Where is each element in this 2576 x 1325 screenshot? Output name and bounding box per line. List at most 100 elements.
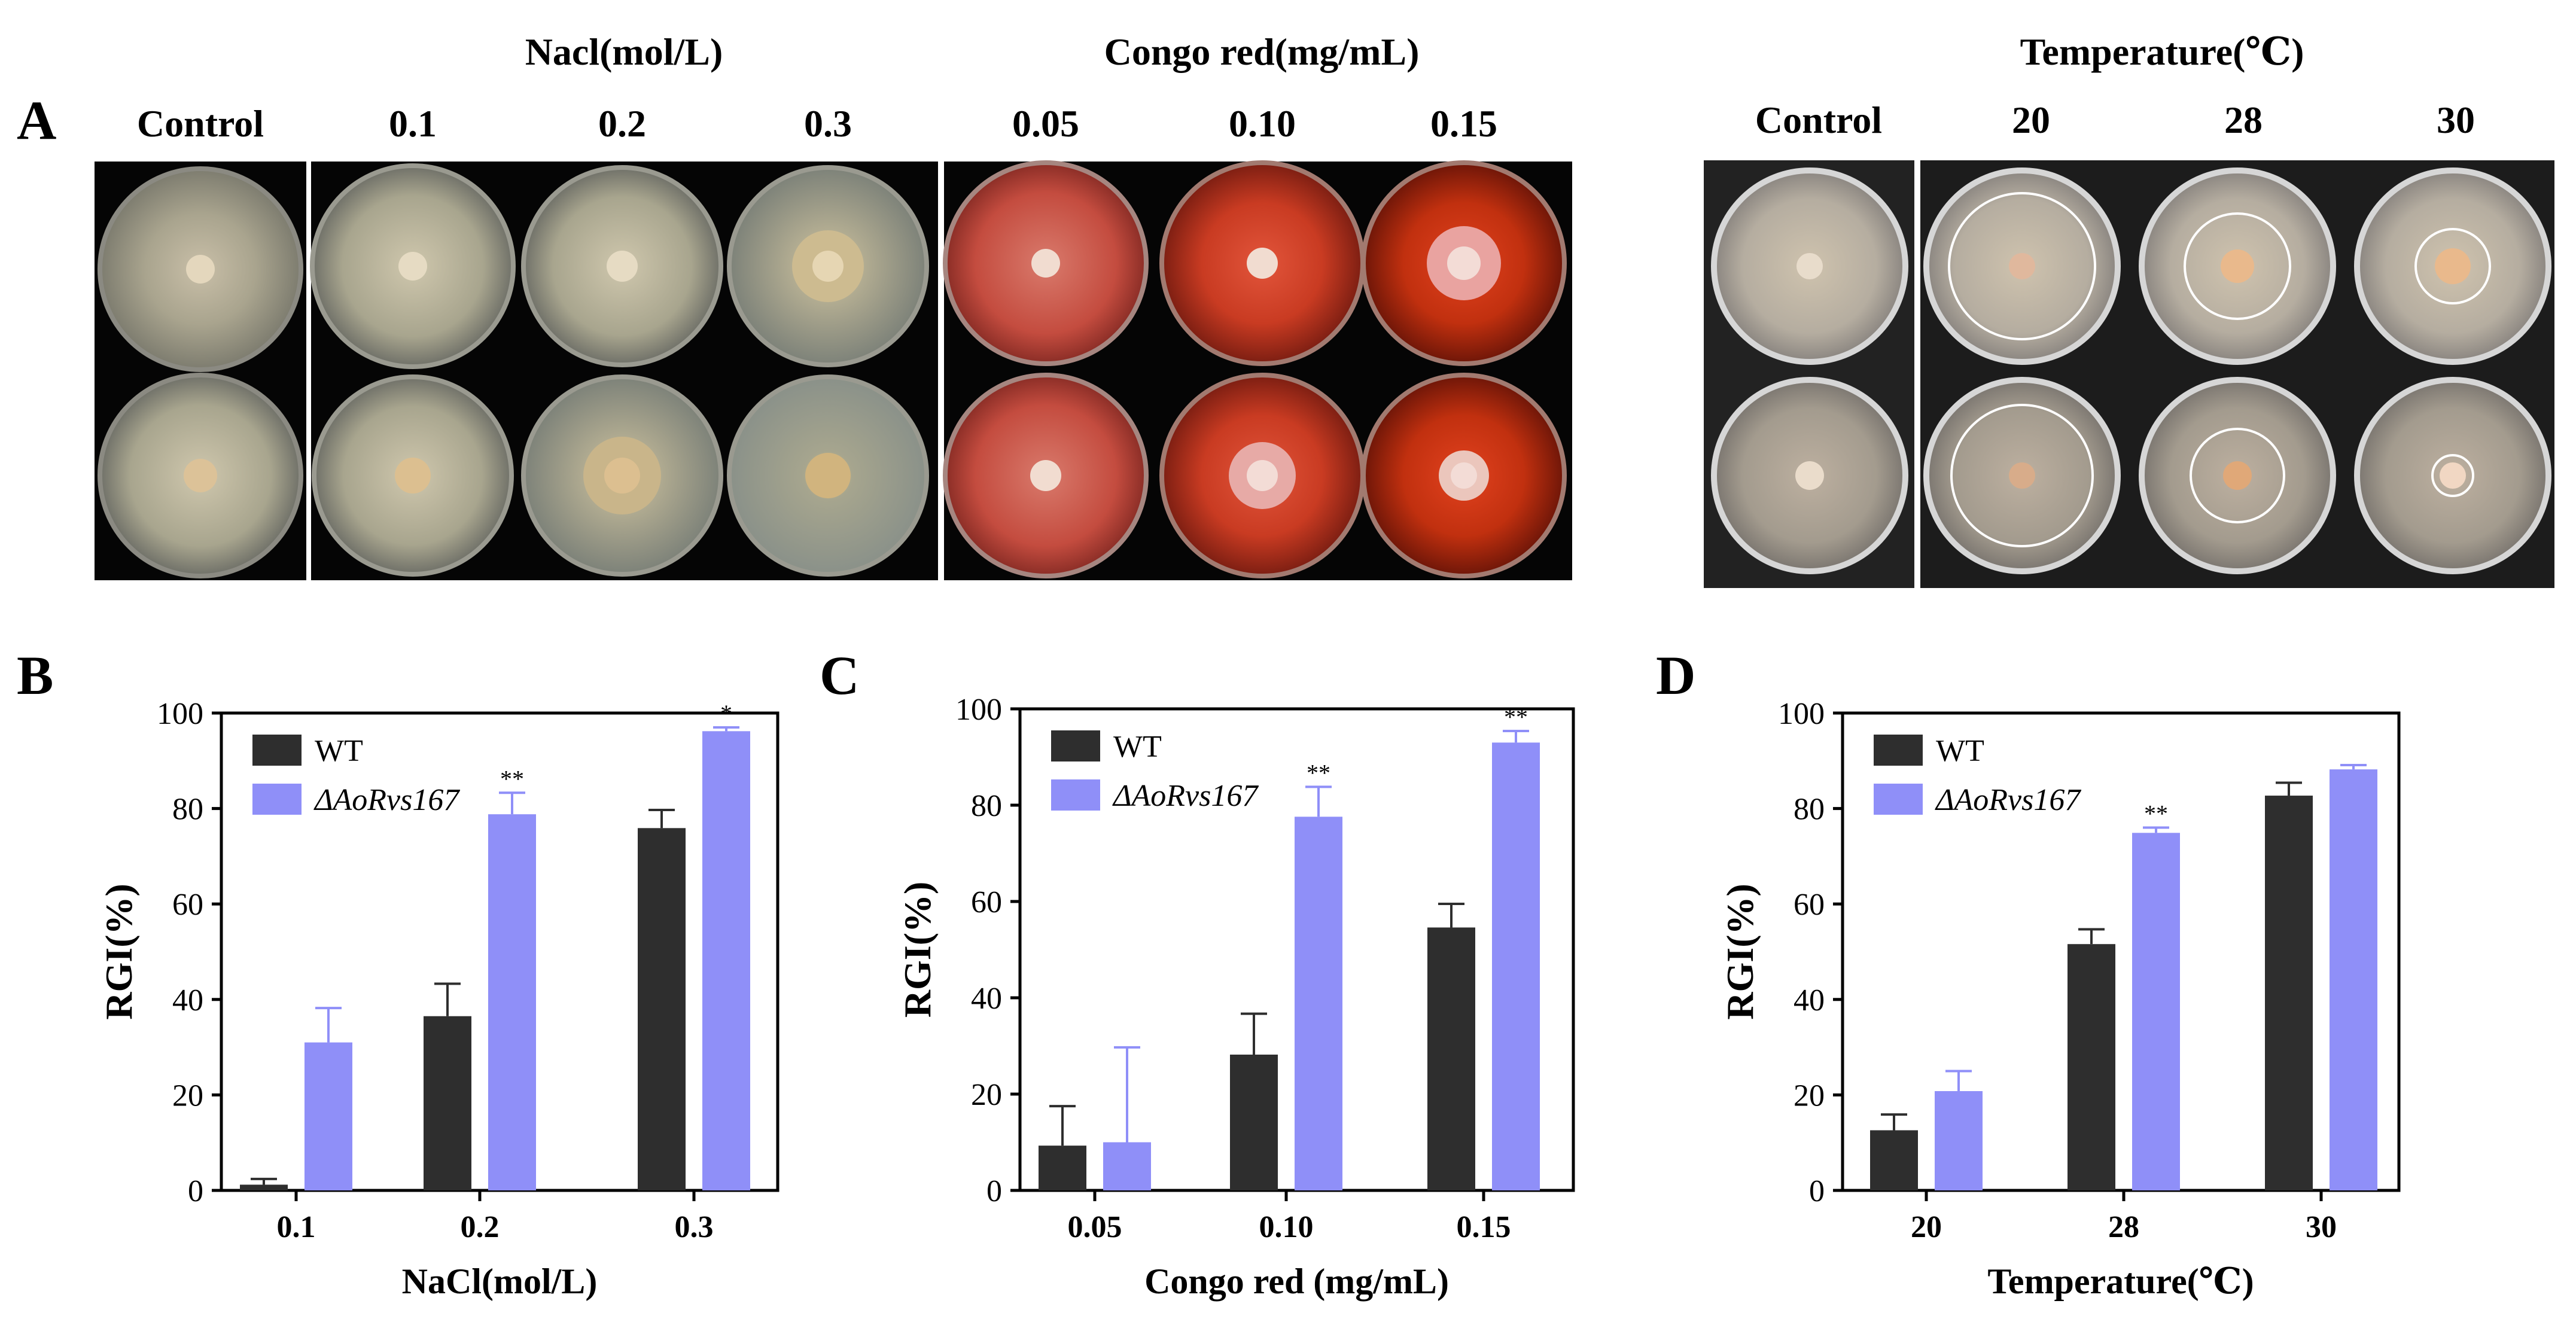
- x-axis-label: NaCl(mol/L): [402, 1262, 598, 1301]
- x-tick-label: 0.2: [461, 1210, 500, 1244]
- label-temp-20: 20: [2012, 99, 2050, 141]
- nacl-header: Nacl(mol/L): [525, 31, 723, 73]
- y-tick-label: 20: [172, 1079, 203, 1113]
- bar-wt: [1230, 1054, 1278, 1190]
- y-tick-label: 80: [172, 793, 203, 827]
- x-tick-label: 30: [2306, 1210, 2337, 1244]
- label-nacl-0.1: 0.1: [389, 102, 437, 145]
- bar-mutant: [702, 731, 750, 1190]
- legend-swatch-mutant: [1874, 784, 1923, 815]
- y-axis-label: RGI(%): [98, 884, 140, 1020]
- legend-label-wt: WT: [1113, 730, 1162, 764]
- plate-temp-20-mutant: [1923, 377, 2121, 574]
- chart-d: 0 20 40 60 80 100 20 ** 28 30 Temperature(℃) RGI(%)…: [1719, 697, 2401, 1301]
- label-control-salt: Control: [137, 102, 264, 145]
- legend-label-wt: WT: [315, 734, 363, 768]
- legend-swatch-wt: [1051, 730, 1100, 762]
- y-tick-label: 0: [188, 1174, 203, 1208]
- plate-temp-30-mutant: [2354, 377, 2551, 574]
- bar-wt: [638, 828, 686, 1190]
- label-temp-30: 30: [2437, 99, 2475, 141]
- bar-mutant: [2330, 769, 2377, 1190]
- significance-mark: **: [500, 765, 524, 792]
- plate-congo-0.05-mutant: [943, 373, 1149, 578]
- chart-b: 0 20 40 60 80 100 0.1 ** 0.2 * 0.3 NaCl(mol/L) RGI(%…: [98, 697, 780, 1301]
- bar-wt: [1870, 1130, 1918, 1190]
- x-axis-label: Congo red (mg/mL): [1144, 1262, 1449, 1301]
- plate-temp-28-wt: [2139, 167, 2336, 365]
- x-tick-label: 0.15: [1457, 1210, 1511, 1244]
- plate-congo-0.10-wt: [1159, 160, 1365, 366]
- y-tick-label: 0: [986, 1174, 1002, 1208]
- plate-nacl-0.3-wt: [727, 165, 929, 367]
- y-tick-label: 100: [157, 697, 203, 731]
- legend-swatch-mutant: [252, 784, 302, 815]
- bar-mutant: [1295, 817, 1342, 1190]
- x-tick-label: 0.05: [1068, 1210, 1122, 1244]
- significance-mark: **: [2144, 800, 2168, 827]
- legend-label-mutant: ΔAoRvs167: [1112, 779, 1259, 813]
- bar-mutant: [1935, 1091, 1983, 1190]
- significance-mark: **: [1307, 759, 1330, 786]
- plate-nacl-0.3-mutant: [727, 374, 929, 577]
- label-temp-28: 28: [2224, 99, 2263, 141]
- plate-congo-0.05-wt: [943, 160, 1149, 366]
- y-tick-label: 80: [971, 789, 1002, 823]
- y-tick-label: 0: [1809, 1174, 1825, 1208]
- x-tick-label: 0.3: [675, 1210, 714, 1244]
- plate-congo-0.15-mutant: [1361, 373, 1567, 578]
- y-tick-label: 60: [172, 888, 203, 922]
- bar-mutant: [1492, 742, 1540, 1190]
- y-tick-label: 100: [1778, 697, 1825, 731]
- x-tick-label: 28: [2108, 1210, 2139, 1244]
- label-congo-0.10: 0.10: [1229, 102, 1296, 145]
- plate-nacl-0.2-wt: [521, 165, 723, 367]
- plate-congo-0.15-wt: [1361, 160, 1567, 366]
- temperature-header: Temperature(℃): [2020, 31, 2304, 73]
- plate-temp-20-wt: [1923, 167, 2121, 365]
- legend-label-mutant: ΔAoRvs167: [1935, 783, 2081, 817]
- plate-nacl-0.2-mutant: [521, 374, 723, 577]
- significance-mark: **: [1504, 703, 1528, 730]
- x-tick-label: 0.10: [1259, 1210, 1314, 1244]
- bar-wt: [2068, 944, 2115, 1190]
- bar-wt: [240, 1184, 288, 1190]
- plate-control-wt: [98, 166, 303, 372]
- plate-congo-0.10-mutant: [1159, 373, 1365, 578]
- plate-temp-control-mutant: [1711, 377, 1908, 574]
- plate-control-mutant: [98, 373, 303, 578]
- plate-nacl-0.1-mutant: [312, 374, 514, 577]
- y-tick-label: 40: [1794, 983, 1825, 1018]
- legend-swatch-wt: [1874, 735, 1923, 766]
- legend-swatch-mutant: [1051, 779, 1100, 811]
- y-tick-label: 100: [955, 693, 1002, 727]
- y-axis-label: RGI(%): [896, 882, 939, 1018]
- bar-mutant: [1103, 1142, 1151, 1190]
- label-nacl-0.2: 0.2: [598, 102, 646, 145]
- x-axis-label: Temperature(℃): [1987, 1262, 2254, 1301]
- plot-frame: [1841, 711, 2401, 1192]
- label-control-temp: Control: [1755, 99, 1882, 141]
- x-tick-label: 20: [1911, 1210, 1942, 1244]
- bar-mutant: [2132, 833, 2180, 1190]
- label-nacl-0.3: 0.3: [804, 102, 852, 145]
- plate-temp-control-wt: [1711, 167, 1908, 365]
- bar-wt: [1427, 927, 1475, 1190]
- panel-letter-a: A: [17, 90, 56, 151]
- bar-wt: [1039, 1146, 1086, 1190]
- y-tick-label: 80: [1794, 793, 1825, 827]
- legend-label-mutant: ΔAoRvs167: [313, 783, 460, 817]
- panel-letter-d: D: [1656, 645, 1695, 706]
- congo-header: Congo red(mg/mL): [1104, 31, 1420, 73]
- y-tick-label: 40: [971, 982, 1002, 1016]
- legend-label-wt: WT: [1936, 734, 1984, 768]
- plate-temp-28-mutant: [2139, 377, 2336, 574]
- bar-mutant: [488, 814, 536, 1190]
- panel-a: A Nacl(mol/L) Congo red(mg/mL) Temperatu…: [17, 31, 2554, 588]
- plate-nacl-0.1-wt: [310, 163, 516, 369]
- y-tick-label: 20: [1794, 1079, 1825, 1113]
- panel-letter-b: B: [17, 645, 53, 706]
- panel-letter-c: C: [820, 645, 859, 706]
